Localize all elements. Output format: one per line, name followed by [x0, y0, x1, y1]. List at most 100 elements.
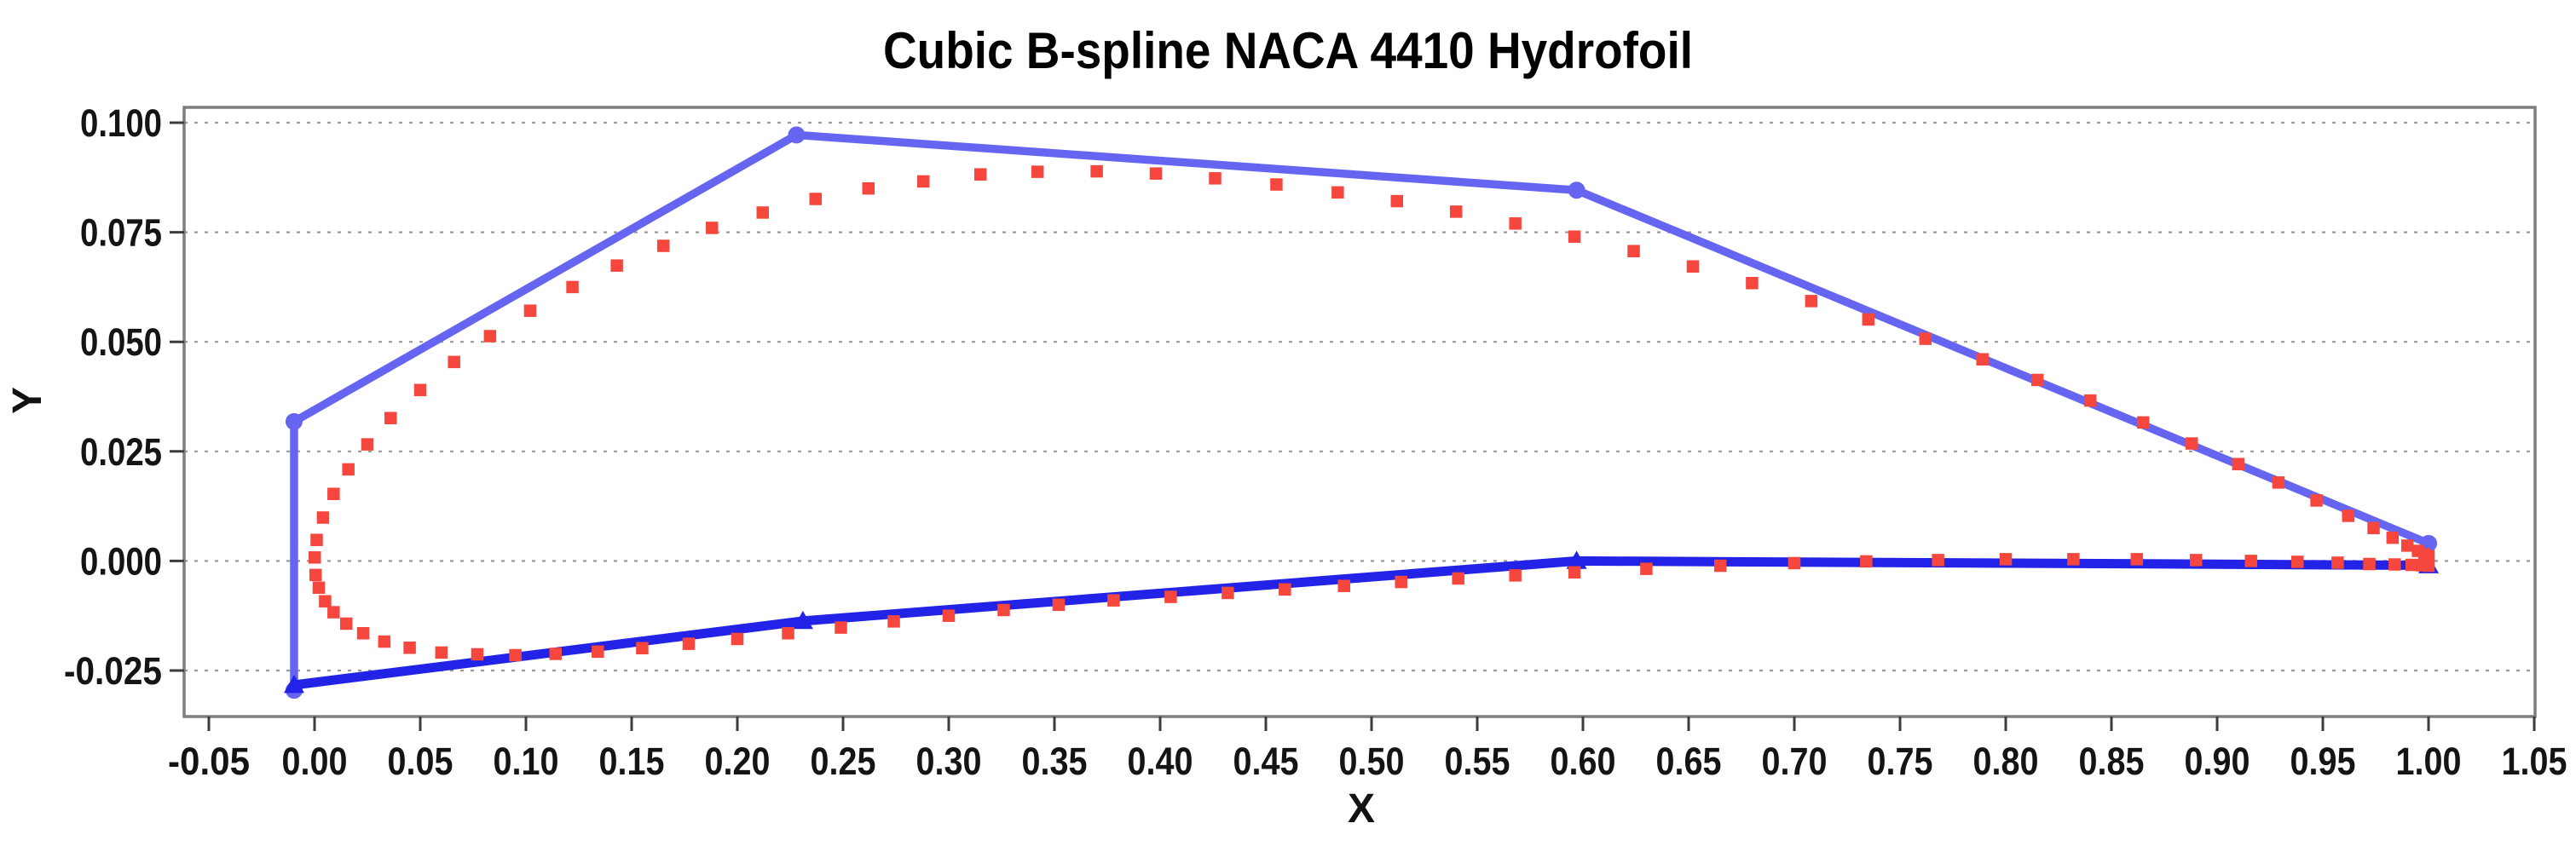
spline-point-marker [361, 438, 374, 451]
spline-point-marker [319, 595, 332, 607]
spline-point-marker [2400, 539, 2414, 552]
x-tick-label: 0.60 [1551, 740, 1616, 783]
lower-control-polygon-line [289, 556, 2434, 690]
spline-point-marker [1788, 556, 1801, 570]
spline-point-marker [656, 239, 670, 252]
bspline-curve-points [309, 164, 2435, 662]
spline-point-marker [2130, 553, 2144, 566]
y-tick-label: 0.075 [80, 211, 162, 255]
lower-control-polygon [283, 550, 2440, 694]
plot-border [182, 106, 2537, 718]
y-tick-label: -0.025 [64, 649, 162, 693]
spline-point-marker [356, 627, 370, 640]
spline-point-marker [1919, 332, 1932, 345]
x-tick-label: 0.05 [388, 740, 453, 783]
spline-point-marker [1862, 313, 1875, 326]
spline-point-marker [1509, 569, 1522, 582]
x-tick-label: 0.75 [1868, 740, 1933, 783]
x-tick-label: 0.35 [1022, 740, 1088, 783]
control-point-marker [283, 674, 304, 694]
x-tick-label: 0.70 [1762, 740, 1828, 783]
spline-point-marker [342, 463, 355, 476]
spline-point-marker [1052, 598, 1066, 612]
upper-control-polygon-line [290, 130, 2433, 694]
x-axis: -0.05 0.00 0.05 0.10 0.15 0.20 0.25 0.30 0.35 0.4… [168, 717, 2567, 783]
x-tick-label: 0.85 [2079, 740, 2145, 783]
spline-point-marker [731, 632, 744, 646]
spline-point-marker [2422, 550, 2435, 562]
spline-point-marker [1390, 194, 1404, 208]
control-point-marker [285, 412, 303, 430]
spline-point-marker [483, 330, 497, 343]
x-tick-label: -0.05 [168, 740, 250, 783]
x-tick-label: 0.20 [705, 740, 771, 783]
spline-point-marker [2244, 555, 2257, 567]
spline-point-marker [2232, 458, 2245, 470]
spline-point-marker [592, 645, 604, 659]
spline-point-marker [1149, 167, 1163, 180]
spline-point-marker [384, 412, 397, 424]
spline-point-marker [2185, 437, 2198, 450]
spline-point-marker [1209, 172, 1222, 185]
spline-point-marker [809, 193, 823, 205]
spline-point-marker [2290, 556, 2304, 568]
spline-point-marker [2363, 557, 2376, 571]
spline-point-marker [549, 648, 562, 660]
control-point-marker [1568, 181, 1585, 199]
spline-point-marker [435, 646, 448, 659]
spline-point-marker [403, 641, 416, 654]
x-tick-label: 0.45 [1233, 740, 1299, 783]
spline-point-marker [756, 206, 770, 219]
x-tick-label: 0.00 [282, 740, 348, 783]
spline-point-marker [1331, 186, 1344, 199]
spline-point-marker [448, 355, 460, 369]
spline-point-marker [973, 168, 987, 181]
spline-point-marker [312, 581, 326, 595]
spline-point-marker [862, 181, 875, 195]
spline-point-marker [2136, 416, 2150, 429]
y-tick-label: 0.100 [80, 101, 162, 145]
spline-point-marker [2331, 556, 2344, 569]
spline-point-marker [309, 568, 322, 582]
spline-point-marker [1090, 164, 1103, 178]
spline-point-marker [1279, 583, 1291, 596]
spline-point-marker [413, 383, 427, 397]
spline-point-marker [1640, 562, 1653, 575]
spline-point-marker [1395, 575, 1407, 589]
spline-point-marker [378, 635, 391, 648]
spline-point-marker [1627, 245, 1640, 257]
spline-point-marker [1337, 579, 1351, 592]
spline-point-marker [1976, 353, 1989, 366]
spline-point-marker [1452, 572, 1464, 585]
x-tick-label: 0.50 [1339, 740, 1405, 783]
x-tick-label: 0.30 [916, 740, 982, 783]
spline-point-marker [1164, 590, 1177, 603]
spline-point-marker [309, 551, 321, 564]
spline-point-marker [1270, 178, 1283, 191]
spline-point-marker [2405, 558, 2418, 572]
x-tick-label: 0.65 [1656, 740, 1722, 783]
spline-point-marker [327, 606, 340, 619]
x-axis-label: X [1348, 786, 1375, 832]
x-tick-label: 1.00 [2396, 740, 2462, 783]
spline-point-marker [682, 637, 696, 650]
x-tick-label: 0.90 [2185, 740, 2250, 783]
spline-point-marker [2083, 394, 2097, 407]
y-tick-label: 0.000 [80, 539, 162, 583]
control-point-marker [1566, 550, 1587, 569]
spline-point-marker [1746, 277, 1759, 290]
y-tick-label: 0.025 [80, 430, 162, 474]
spline-point-marker [1932, 554, 1944, 567]
spline-point-marker [636, 642, 649, 655]
spline-point-marker [1860, 555, 1873, 568]
spline-point-marker [1805, 295, 1818, 308]
x-tick-label: 0.10 [494, 740, 559, 783]
y-axis-label: Y [5, 387, 50, 414]
spline-point-marker [1107, 594, 1120, 607]
spline-point-marker [782, 627, 794, 640]
spline-point-marker [2422, 559, 2435, 573]
spline-point-marker [523, 304, 537, 317]
spline-point-marker [1449, 205, 1463, 218]
spline-point-marker [917, 175, 930, 188]
